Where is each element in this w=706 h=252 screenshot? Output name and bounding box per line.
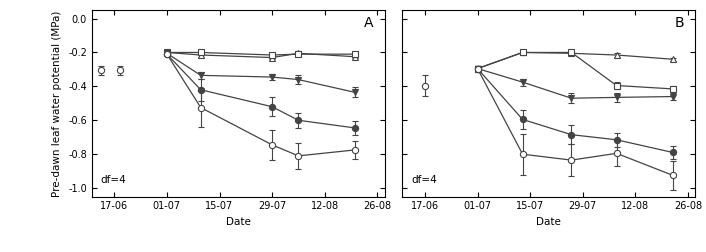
- Y-axis label: Pre-dawn leaf water potential (MPa): Pre-dawn leaf water potential (MPa): [52, 10, 63, 197]
- X-axis label: Date: Date: [537, 217, 561, 227]
- X-axis label: Date: Date: [226, 217, 251, 227]
- Text: df=4: df=4: [411, 175, 437, 185]
- Text: B: B: [675, 16, 685, 30]
- Text: A: A: [364, 16, 373, 30]
- Text: df=4: df=4: [100, 175, 126, 185]
